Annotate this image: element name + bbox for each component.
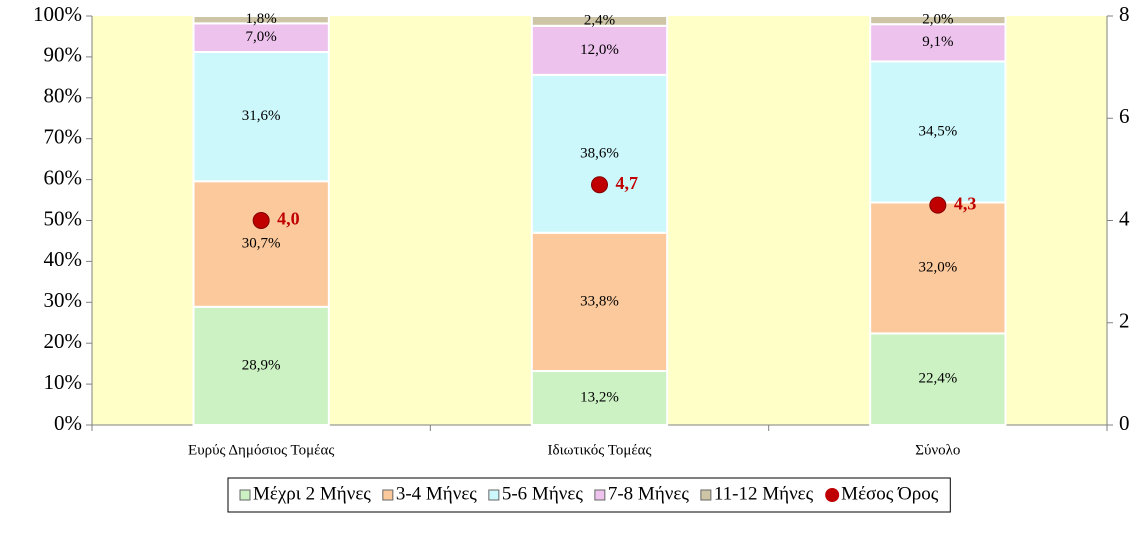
bar-segment [530,73,669,234]
y2-tick-label: 6 [1119,104,1130,128]
legend-marker [594,489,606,501]
y-tick-label: 100% [33,2,82,26]
bar-segment [530,15,669,27]
bar-segment [192,50,330,183]
bar-segment [869,201,1007,335]
y-tick-label: 10% [44,370,83,394]
y-tick-label: 70% [44,125,83,149]
y-tick-label: 80% [44,84,83,108]
value-label: 32,0% [918,259,957,275]
bar-segment [869,15,1007,26]
y-tick-label: 0% [54,411,82,435]
mean-point [252,212,270,229]
value-label: 9,1% [922,34,953,50]
y2-tick-label: 2 [1119,309,1130,333]
legend-marker [488,489,500,501]
x-tick-label: Σύνολο [915,442,960,458]
bar-segment [192,305,330,427]
y-tick-label: 30% [44,288,83,312]
value-label: 34,5% [918,123,957,139]
value-label: 28,9% [242,357,281,373]
value-label: 22,4% [918,371,957,387]
legend-marker [239,489,251,501]
mean-point [591,176,608,194]
legend-label: 11-12 Μήνες [714,483,814,504]
legend-marker [700,489,712,501]
value-label: 31,6% [242,108,281,124]
bar-segment [192,22,330,53]
y2-tick-label: 8 [1119,2,1130,26]
value-label: 38,6% [580,145,619,161]
x-tick-label: Ιδιωτικός Τομέας [548,442,652,458]
legend-label: Μέσος Όρος [841,483,939,504]
y2-tick-label: 0 [1119,411,1130,435]
y-tick-label: 90% [44,43,83,67]
y-tick-label: 50% [44,206,83,230]
legend-label: 3-4 Μήνες [396,483,477,504]
bar-segment [530,24,669,76]
y-tick-label: 20% [44,329,83,353]
value-label: 1,8% [246,11,277,27]
value-label: 2,0% [922,12,953,28]
y2-tick-label: 4 [1119,206,1130,230]
mean-point [929,196,947,214]
mean-label: 4,7 [616,173,639,193]
legend-marker [825,488,840,502]
bar-segment [869,332,1007,426]
value-label: 2,4% [584,12,615,28]
legend-label: 5-6 Μήνες [502,483,583,504]
mean-label: 4,3 [954,193,977,213]
value-label: 13,2% [580,389,619,405]
value-label: 33,8% [580,293,619,309]
value-label: 30,7% [242,235,281,251]
x-tick-label: Ευρύς Δημόσιος Τομέας [188,442,334,458]
legend-label: 7-8 Μήνες [608,483,689,504]
legend-label: Μέχρι 2 Μήνες [253,483,371,504]
bar-segment [530,231,669,373]
legend-marker [382,489,394,501]
mean-label: 4,0 [277,209,300,229]
bar-segment [869,23,1007,63]
bar-segment [530,370,669,426]
bar-segment [192,15,330,25]
y-tick-label: 60% [44,165,83,189]
value-label: 12,0% [580,42,619,58]
bar-segment [192,180,330,308]
value-label: 7,0% [246,29,277,45]
y-tick-label: 40% [44,247,83,271]
